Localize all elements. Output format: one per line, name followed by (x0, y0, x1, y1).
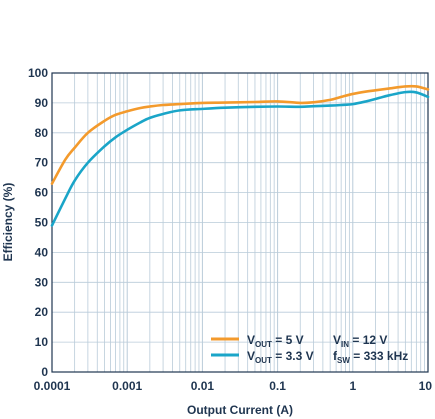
series-lines (50, 84, 430, 227)
annotation-fsw: fSW = 333 kHz (333, 349, 408, 365)
x-tick-label: 0.0001 (34, 379, 71, 393)
legend: VOUT = 5 V VOUT = 3.3 V VIN = 12 V fSW =… (211, 333, 408, 365)
y-tick-label: 30 (35, 275, 49, 289)
y-tick-label: 60 (35, 186, 49, 200)
y-tick-label: 90 (35, 96, 49, 110)
y-tick-label: 20 (35, 305, 49, 319)
legend-label-vout-3v3: VOUT = 3.3 V (247, 349, 314, 365)
y-axis-title: Efficiency (%) (1, 183, 15, 262)
y-tick-label: 100 (28, 66, 48, 80)
grid (51, 72, 428, 373)
y-tick-label: 40 (35, 245, 49, 259)
series-line-0 (50, 84, 430, 185)
x-tick-label: 0.001 (112, 379, 142, 393)
y-tick-label: 0 (41, 365, 48, 379)
y-tick-label: 10 (35, 335, 49, 349)
tick-labels: 0 10 20 30 40 50 60 70 80 90 100 0.0001 0.001 0.01 0.1… (28, 66, 432, 393)
x-tick-label: 0.01 (191, 379, 215, 393)
y-tick-label: 80 (35, 126, 49, 140)
legend-label-vout-5v: VOUT = 5 V (247, 333, 304, 349)
y-tick-label: 70 (35, 156, 49, 170)
x-tick-label: 0.1 (269, 379, 286, 393)
y-tick-label: 50 (35, 216, 49, 230)
annotation-vin: VIN = 12 V (333, 333, 387, 349)
plot-frame (51, 72, 429, 373)
x-tick-label: 10 (419, 379, 433, 393)
x-axis-title: Output Current (A) (187, 403, 293, 417)
series-line-1 (50, 90, 430, 227)
x-tick-label: 1 (349, 379, 356, 393)
